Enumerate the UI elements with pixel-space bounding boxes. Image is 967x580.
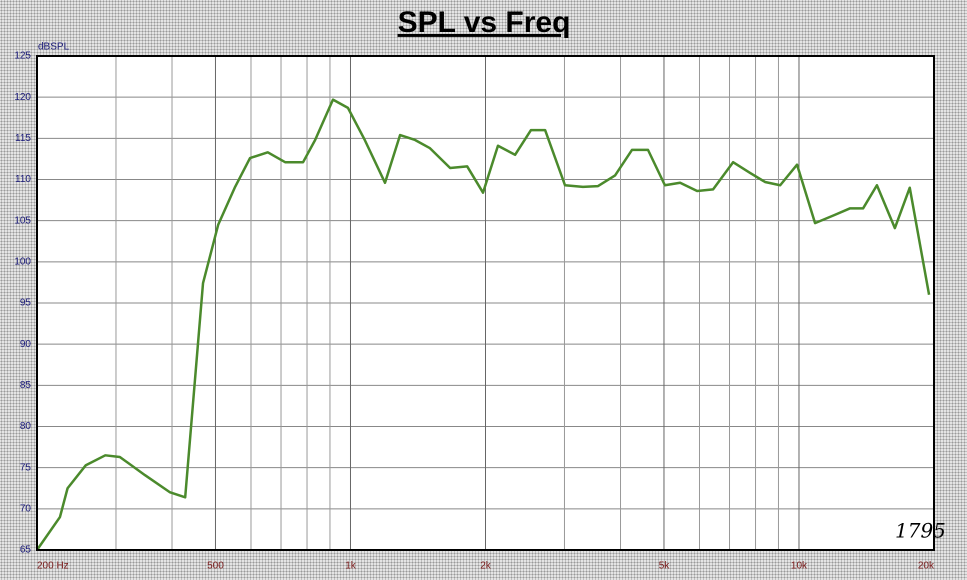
plot-border: [36, 55, 935, 551]
chart-title: SPL vs Freq: [398, 6, 571, 39]
y-tick-label: 80: [20, 421, 32, 432]
y-tick-label: 95: [20, 298, 32, 309]
y-tick-label: 85: [20, 380, 32, 391]
y-tick-label: 110: [15, 174, 31, 185]
x-tick-label: 500: [207, 561, 224, 572]
marks: [35, 98, 931, 551]
y-tick-label: 70: [20, 503, 32, 514]
y-tick-label: 115: [15, 133, 31, 144]
grid: [36, 55, 935, 551]
x-tick-label: 10k: [791, 561, 808, 572]
line-series: [35, 98, 931, 551]
y-tick-label: 105: [14, 215, 31, 226]
x-tick-label: 5k: [659, 561, 671, 572]
y-axis-label: dBSPL: [38, 42, 70, 53]
x-tick-label: 20k: [918, 561, 935, 572]
y-tick-label: 75: [20, 462, 32, 473]
y-tick-label: 120: [14, 92, 31, 103]
annotation: 1795: [895, 519, 946, 543]
x-tick-label: 200 Hz: [37, 561, 69, 572]
y-tick-label: 100: [14, 256, 31, 267]
x-tick-label: 2k: [480, 561, 492, 572]
y-tick-label: 125: [14, 51, 31, 62]
y-tick-label: 90: [20, 339, 32, 350]
y-tick-label: 65: [20, 545, 32, 556]
x-tick-label: 1k: [345, 561, 357, 572]
